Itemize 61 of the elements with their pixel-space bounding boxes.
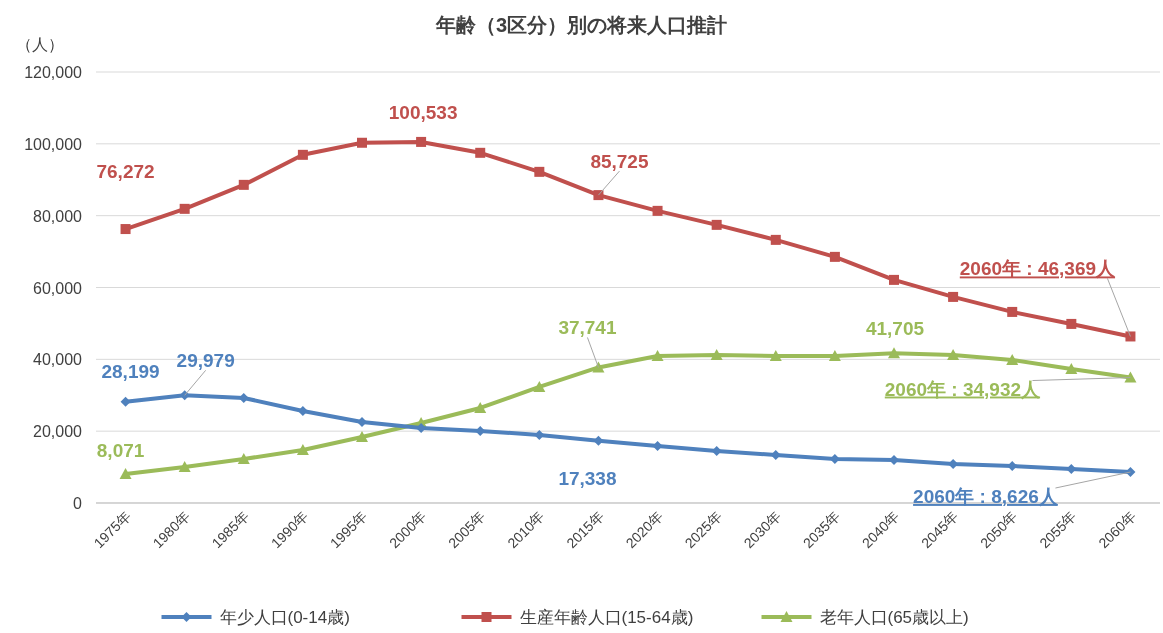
point [179,203,190,214]
point [1065,362,1078,374]
point [948,291,959,302]
point [1006,353,1019,365]
y-tick-label: 80,000 [33,207,83,225]
point [828,349,841,361]
legend-label: 生産年齢人口(15-64歳) [519,608,694,627]
point [769,349,782,361]
y-axis-title: （人） [16,36,64,53]
point [651,349,664,361]
point [1124,371,1137,383]
point [829,251,840,262]
point [711,219,722,230]
legend-label: 年少人口(0-14歳) [219,608,350,627]
annotation: 37,741 [558,317,617,339]
point [475,147,486,158]
point [770,234,781,245]
point [889,274,899,285]
annotation: 2060年 : 34,932人 [884,378,1042,400]
point [357,416,367,427]
point [652,440,663,451]
point [652,205,663,216]
point [1125,331,1136,342]
point [533,380,546,392]
annotation: 29,979 [176,350,235,372]
y-tick-label: 120,000 [24,64,83,81]
y-tick-label: 100,000 [24,135,83,153]
annotation: 17,338 [558,467,617,489]
annotation: 100,533 [388,101,458,123]
point [296,443,309,455]
point [710,348,723,360]
annotation: 2060年 : 8,626人 [913,486,1059,508]
point [888,347,900,359]
point [178,460,191,472]
y-tick-label: 20,000 [33,423,83,441]
annotation: 85,725 [590,151,649,173]
annotation: 41,705 [865,318,925,340]
point [474,401,487,413]
point [237,452,250,464]
point [238,179,249,190]
point [119,468,132,480]
point [357,137,367,148]
y-tick-label: 40,000 [33,351,83,369]
point [120,396,131,407]
annotation: 76,272 [96,161,155,183]
point [947,348,960,360]
point [120,224,131,235]
point [297,149,308,160]
chart-title: 年齢（3区分）別の将来人口推計 [434,14,728,36]
legend-label: 老年人口(65歳以上) [819,608,969,627]
annotation: 2060年 : 46,369人 [959,258,1117,280]
y-tick-label: 0 [73,495,83,512]
point [416,136,427,147]
annotation: 28,199 [101,360,160,382]
annotation: 8,071 [96,440,145,462]
point [356,430,368,442]
point [593,190,604,201]
point [534,166,545,177]
point [1066,318,1077,329]
point [1007,306,1018,317]
y-tick-label: 60,000 [33,279,83,297]
